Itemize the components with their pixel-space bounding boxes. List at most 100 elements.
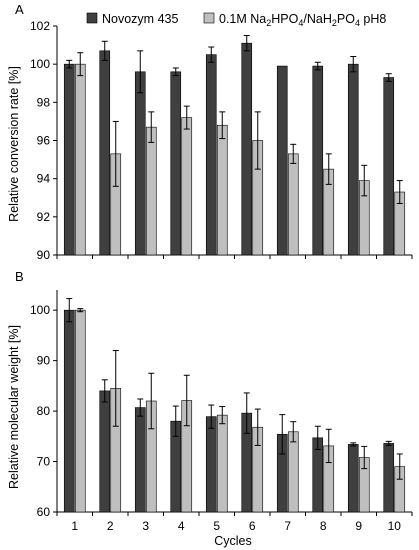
panel-b-error-bar-series1: [172, 405, 179, 437]
panel-a-error-bar-series2: [148, 111, 155, 143]
panel-b-error-bar-series2: [77, 308, 84, 313]
panel-a-y-tick-label: 90: [37, 248, 51, 262]
panel-a-label: A: [15, 2, 24, 17]
panel-a-error-bar-series1: [172, 67, 179, 77]
panel-b-x-tick-label: 5: [213, 519, 220, 533]
panel-b-error-bar-series2: [254, 408, 261, 446]
panel-a-bar-series1: [312, 65, 324, 256]
panel-a-y-tick-label: 100: [30, 57, 50, 71]
panel-a-error-bar-series1: [66, 59, 73, 69]
panel-a-marks: 90 92 94 96 98 100 102: [30, 19, 413, 262]
panel-a-error-bar-series1: [208, 46, 215, 63]
panel-a-error-bar-series1: [385, 73, 392, 82]
panel-a-bar-series1: [383, 77, 395, 256]
panel-b-x-tick-label: 9: [355, 519, 362, 533]
panel-b-error-bar-series2: [325, 428, 332, 464]
panel-a-bar-series1: [205, 54, 217, 256]
panel-a-bar-series1: [347, 63, 359, 256]
panel-b-bar-series1: [99, 390, 111, 513]
panel-b-x-tick-label: 4: [178, 519, 185, 533]
panel-a-bar-series1: [170, 71, 182, 256]
panel-b-error-bar-series2: [361, 445, 368, 470]
panel-a-bar-series1: [134, 71, 146, 256]
panel-a-error-bar-series2: [77, 52, 84, 77]
panel-b-bar-series1: [134, 407, 146, 513]
panel-a-bar-series1: [63, 63, 75, 256]
panel-b-marks: 60 70 80 90 100 1 2 3 4 5 6 7 8 9 10: [30, 290, 413, 533]
panel-a-error-bar-series2: [112, 120, 119, 187]
panel-b-x-axis-label: Cycles: [214, 534, 252, 548]
panel-b-y-tick-label: 60: [37, 505, 51, 519]
panel-a-error-bar-series2: [183, 105, 190, 130]
panel-b-error-bar-series1: [279, 414, 286, 455]
panel-b-bar-series1: [347, 444, 359, 513]
panel-b-x-tick-label: 7: [284, 519, 291, 533]
panel-a-error-bar-series2: [361, 164, 368, 197]
panel-b-error-bar-series1: [137, 398, 144, 417]
panel-b-y-tick-label: 80: [37, 404, 51, 418]
panel-a-error-bar-series1: [137, 50, 144, 94]
legend-swatch-series1: [86, 12, 98, 24]
panel-a-y-tick-label: 92: [37, 210, 51, 224]
panel-b-bar-series2: [287, 431, 299, 513]
panel-b-y-axis-label: Relative molecular weight [%]: [7, 325, 21, 489]
panel-a-bar-series2: [145, 126, 157, 256]
panel-a-bar-series2: [287, 153, 299, 256]
panel-b-error-bar-series1: [350, 442, 357, 447]
panel-a-y-tick-label: 102: [30, 19, 50, 33]
panel-a-bar-series2: [216, 124, 228, 256]
panel-b-error-bar-series2: [148, 372, 155, 430]
panel-b-error-bar-series2: [290, 421, 297, 443]
legend-label-series1: Novozym 435: [102, 12, 178, 26]
panel-b-error-bar-series1: [243, 392, 250, 434]
panel-b-x-tick-label: 6: [249, 519, 256, 533]
panel-b-bar-series1: [383, 443, 395, 513]
panel-a-error-bar-series2: [219, 111, 226, 140]
panel-a: A Relative conversion rate [%] 909294969…: [7, 2, 413, 262]
panel-b-error-bar-series1: [314, 425, 321, 450]
panel-b-y-tick-label: 100: [30, 303, 50, 317]
panel-b-x-tick-label: 3: [142, 519, 149, 533]
panel-a-bar-series1: [241, 42, 253, 256]
panel-a-error-bar-series1: [243, 35, 250, 52]
panel-a-error-bar-series1: [314, 61, 321, 71]
legend-label-series2: 0.1M Na2HPO4/NaH2PO4 pH8: [219, 12, 386, 28]
panel-a-error-bar-series2: [254, 111, 261, 170]
panel-b: B Relative molecular weight [%] 60 70 80 90…: [7, 269, 413, 548]
panel-a-bar-series1: [276, 65, 288, 256]
panel-b-x-tick-label: 10: [388, 519, 402, 533]
panel-b-error-bar-series1: [101, 379, 108, 403]
panel-a-bar-series1: [99, 50, 111, 256]
panel-a-bar-series2: [74, 63, 86, 256]
panel-b-error-bar-series1: [66, 298, 73, 323]
panel-b-error-bar-series2: [112, 350, 119, 427]
panel-b-bar-series2: [74, 309, 86, 513]
panel-b-error-bar-series2: [183, 374, 190, 427]
panel-a-y-tick-label: 94: [37, 172, 51, 186]
panel-a-error-bar-series2: [325, 153, 332, 185]
panel-b-error-bar-series1: [385, 440, 392, 446]
panel-b-bar-series1: [63, 309, 75, 513]
panel-a-y-tick-label: 98: [37, 95, 51, 109]
legend-swatch-series2: [203, 12, 215, 24]
panel-a-error-bar-series1: [101, 40, 108, 61]
panel-b-error-bar-series2: [396, 453, 403, 480]
panel-a-y-axis-label: Relative conversion rate [%]: [7, 66, 21, 222]
panel-b-x-tick-label: 2: [107, 519, 114, 533]
panel-b-label: B: [15, 269, 24, 284]
panel-a-error-bar-series2: [396, 180, 403, 204]
panel-a-error-bar-series1: [350, 56, 357, 73]
panel-a-error-bar-series2: [290, 143, 297, 164]
panel-b-y-tick-label: 90: [37, 354, 51, 368]
legend: Novozym 435 0.1M Na2HPO4/NaH2PO4 pH8: [86, 12, 386, 28]
panel-b-x-tick-label: 8: [320, 519, 327, 533]
panel-b-x-tick-label: 1: [71, 519, 78, 533]
panel-a-bar-series2: [181, 117, 193, 256]
panel-a-y-tick-label: 96: [37, 134, 51, 148]
panel-b-y-tick-label: 70: [37, 455, 51, 469]
panel-b-error-bar-series1: [208, 404, 215, 429]
panel-b-error-bar-series2: [219, 406, 226, 425]
panel-b-bar-series2: [216, 414, 228, 513]
panel-b-bar-series1: [205, 416, 217, 513]
